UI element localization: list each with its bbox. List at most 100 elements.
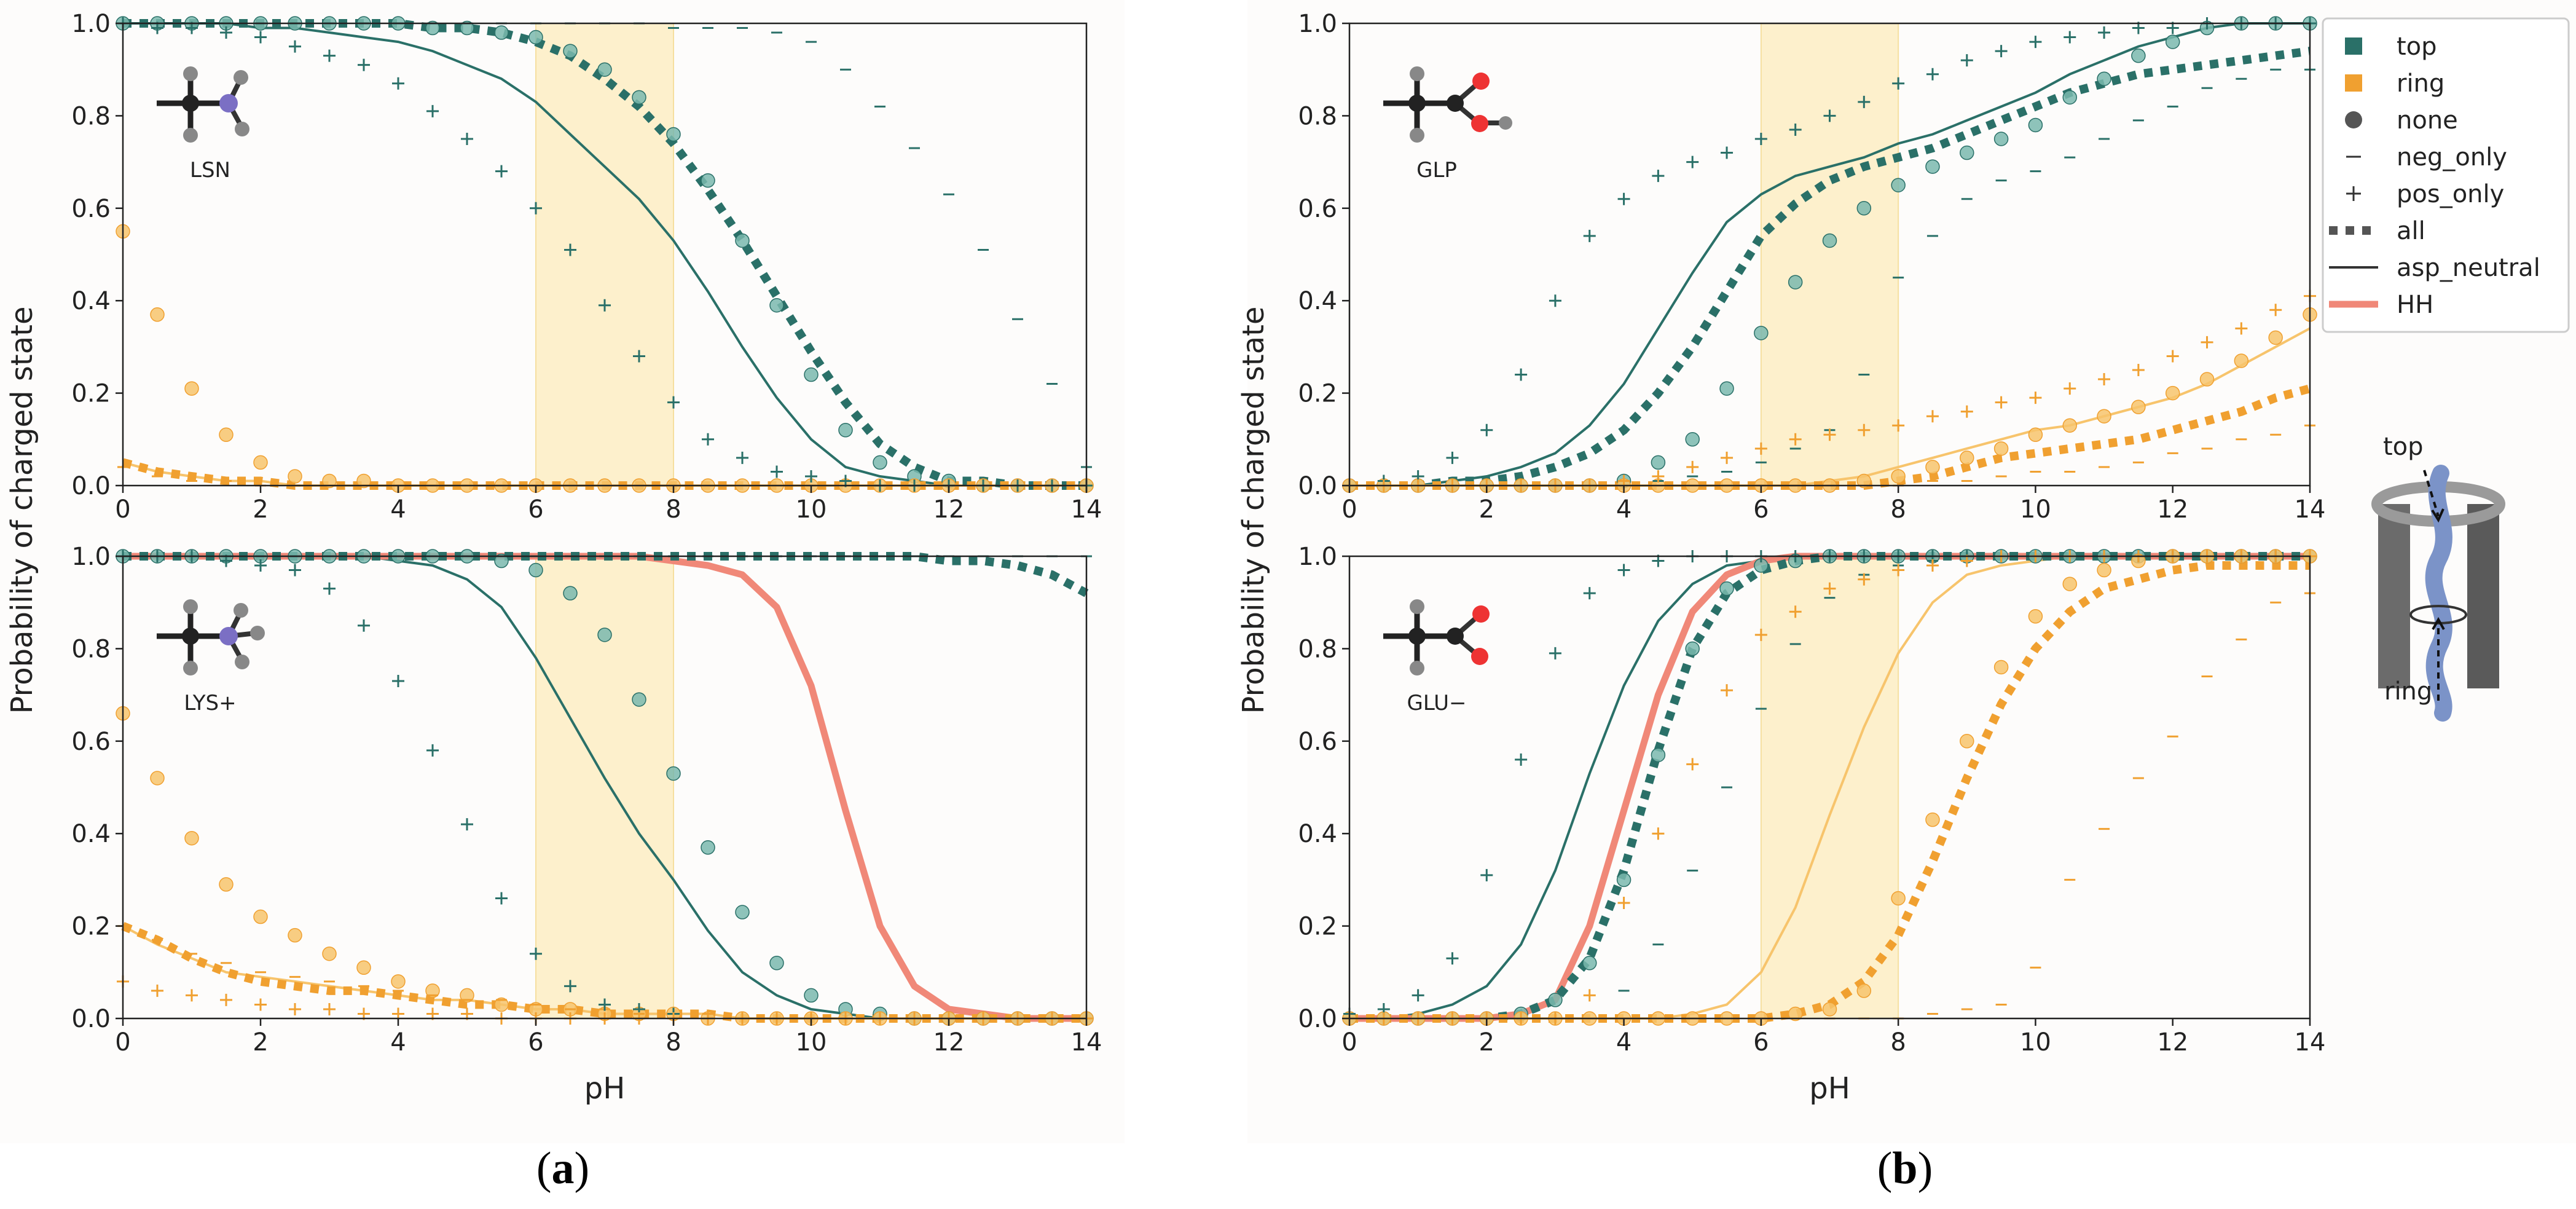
molecule-label: LSN — [190, 158, 230, 183]
point-top-none — [528, 30, 543, 45]
x-tick-label: 10 — [2020, 1028, 2051, 1057]
nitrogen-atom — [219, 94, 238, 112]
point-ring-none — [1960, 451, 1974, 465]
x-tick-label: 8 — [1890, 495, 1906, 524]
hydrogen-atom — [235, 122, 249, 136]
point-ring-none — [2062, 577, 2077, 591]
y-tick-label: 0.4 — [71, 287, 111, 315]
y-tick-label: 0.0 — [71, 1005, 111, 1033]
hydrogen-atom — [1410, 661, 1424, 675]
point-top-none — [1754, 326, 1769, 341]
point-top-pos-only — [2098, 26, 2111, 39]
subfigure-label-a: (a) — [536, 1143, 589, 1194]
point-top-pos-only — [289, 564, 301, 577]
x-tick-label: 4 — [1616, 1028, 1632, 1057]
point-top-none — [735, 905, 750, 920]
point-top-pos-only — [599, 998, 611, 1011]
y-tick-label: 0.4 — [71, 820, 111, 848]
point-ring-none — [1822, 1002, 1837, 1017]
chart-glp: 0 2 4 6 8 10 12 14 0.0 0.2 0.4 0.6 0.8 1.0 Probability… — [1236, 10, 2325, 714]
x-tick-label: 2 — [253, 1028, 268, 1057]
point-top-pos-only — [2064, 31, 2076, 44]
point-top-pos-only — [1480, 868, 1493, 881]
hydrogen-atom — [183, 661, 198, 675]
point-top-pos-only — [1583, 587, 1596, 600]
point-ring-none — [184, 830, 199, 846]
point-ring-pos-only — [2201, 336, 2213, 349]
molecule-3: GLP — [1383, 66, 1512, 183]
x-tick-label: 12 — [933, 1028, 965, 1057]
x-tick-label: 10 — [796, 495, 827, 524]
point-top-none — [1925, 159, 1940, 174]
point-ring-pos-only — [1754, 442, 1767, 455]
point-top-none — [804, 367, 819, 382]
molecule-2: LYS+ — [157, 599, 265, 715]
point-ring-pos-only — [289, 1002, 301, 1015]
point-ring-pos-only — [1652, 827, 1665, 840]
point-top-none — [2062, 90, 2077, 105]
point-top-none — [769, 956, 784, 971]
nitrogen-atom — [219, 627, 238, 645]
chart-lys-plus: 0 2 4 6 8 10 12 14 0.0 0.2 0.4 0.6 0.8 1.0 pH — [71, 543, 1102, 1106]
legend-box — [2322, 17, 2570, 333]
point-top-pos-only — [495, 892, 508, 905]
point-top-pos-only — [564, 243, 576, 256]
point-top-none — [597, 628, 612, 642]
point-top-pos-only — [702, 433, 714, 446]
point-ring-none — [1856, 473, 1872, 489]
point-ring-none — [460, 988, 474, 1003]
y-tick-label: 0.2 — [1298, 913, 1337, 941]
point-top-pos-only — [530, 947, 542, 960]
hydrogen-atom — [183, 66, 198, 81]
point-top-pos-only — [771, 465, 783, 478]
point-top-none — [701, 173, 715, 188]
hydrogen-atom — [234, 603, 248, 618]
point-top-pos-only — [1960, 54, 1973, 67]
point-top-pos-only — [805, 470, 817, 482]
point-top-pos-only — [1515, 368, 1528, 381]
point-top-none — [735, 233, 750, 248]
point-ring-none — [253, 455, 268, 470]
molecule-label: GLU− — [1407, 691, 1467, 715]
y-tick-label: 0.8 — [71, 635, 111, 663]
point-top-none — [1582, 956, 1597, 971]
y-tick-label: 0.0 — [1298, 472, 1337, 500]
point-ring-pos-only — [1789, 605, 1802, 618]
point-ring-pos-only — [1686, 758, 1699, 771]
point-ring-none — [150, 771, 165, 786]
point-ring-none — [2131, 400, 2146, 414]
point-top-none — [1822, 233, 1837, 248]
point-top-none — [597, 62, 612, 77]
point-top-none — [666, 766, 681, 781]
top-arrow-head — [2431, 508, 2444, 523]
point-top-pos-only — [2029, 36, 2042, 49]
point-top-none — [1651, 455, 1666, 470]
series-top-asp-neutral — [1349, 22, 2310, 487]
point-ring-none — [494, 997, 509, 1012]
point-ring-pos-only — [2132, 364, 2145, 376]
point-top-pos-only — [495, 165, 508, 178]
x-tick-label: 8 — [1890, 1028, 1906, 1057]
hydrogen-atom — [183, 128, 198, 143]
point-top-pos-only — [1617, 192, 1630, 205]
point-top-none — [563, 44, 578, 58]
legend-label-none: none — [2397, 106, 2458, 135]
point-top-pos-only — [1686, 156, 1699, 168]
ph-shade-band — [536, 556, 673, 1018]
x-tick-label: 14 — [2295, 1028, 2326, 1057]
x-tick-label: 2 — [253, 495, 268, 524]
plot-frame — [1348, 555, 2311, 1020]
point-ring-pos-only — [1686, 460, 1699, 473]
legend-marker-top — [2345, 37, 2362, 55]
y-tick-label: 0.6 — [71, 195, 111, 223]
ph-shade-band — [1761, 556, 1899, 1018]
point-ring-pos-only — [1721, 451, 1734, 464]
point-top-pos-only — [1515, 753, 1528, 766]
point-ring-none — [219, 877, 234, 892]
point-ring-pos-only — [2029, 392, 2042, 404]
pore-ring-label: ring — [2384, 677, 2432, 706]
point-top-pos-only — [1926, 68, 1939, 81]
carbon-atom — [1447, 628, 1464, 645]
plot-frame — [122, 555, 1088, 1020]
